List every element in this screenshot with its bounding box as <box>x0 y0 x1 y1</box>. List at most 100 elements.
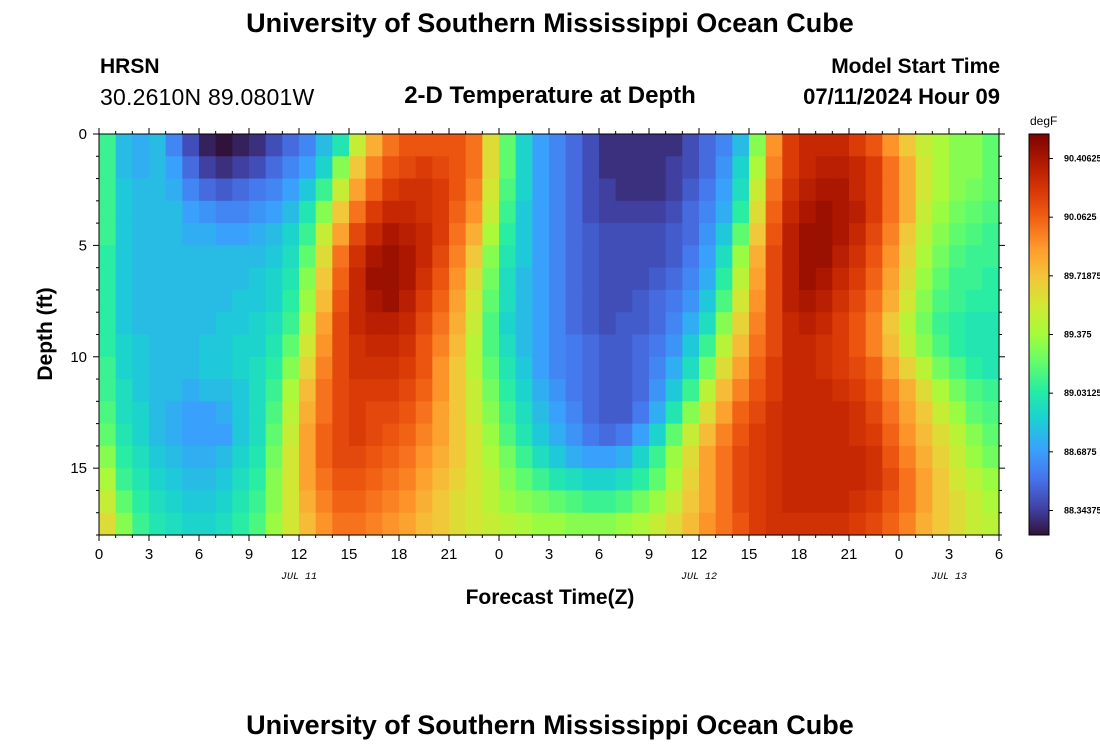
heatmap-cell <box>799 200 817 224</box>
heatmap-cell <box>649 334 667 358</box>
heatmap-cell <box>982 401 1000 425</box>
heatmap-cell <box>282 356 300 380</box>
heatmap-cell <box>582 423 600 447</box>
heatmap-cell <box>215 289 233 313</box>
heatmap-cell <box>882 512 900 536</box>
heatmap-cell <box>365 134 383 157</box>
heatmap-cell <box>532 200 550 224</box>
y-axis: 0 5 10 15 <box>70 126 1005 536</box>
heatmap-cell <box>915 245 933 269</box>
heatmap-cell <box>815 379 833 402</box>
heatmap-cell <box>632 200 650 224</box>
heatmap-cell <box>732 334 750 358</box>
heatmap-cell <box>282 490 300 514</box>
heatmap-cell <box>265 512 283 536</box>
heatmap-cell <box>265 245 283 269</box>
heatmap-cell <box>799 245 817 269</box>
heatmap-cell <box>432 245 450 269</box>
heatmap-cell <box>899 356 917 380</box>
heatmap-cell <box>515 312 533 336</box>
heatmap-cell <box>432 134 450 157</box>
heatmap-cell <box>832 379 850 402</box>
heatmap-cell <box>815 468 833 492</box>
heatmap-cell <box>765 156 783 180</box>
heatmap-cell <box>265 379 283 402</box>
heatmap-cell <box>449 512 467 536</box>
heatmap-cell <box>965 379 983 402</box>
heatmap-cell <box>232 490 250 514</box>
heatmap-cell <box>732 289 750 313</box>
heatmap-cell <box>265 178 283 202</box>
heatmap-cell <box>115 289 133 313</box>
model-start-value: 07/11/2024 Hour 09 <box>803 84 1000 109</box>
heatmap-cell <box>599 490 617 514</box>
heatmap-cell <box>982 245 1000 269</box>
heatmap-cell <box>665 134 683 157</box>
heatmap-cell <box>365 401 383 425</box>
heatmap-cell <box>149 445 167 469</box>
heatmap-cell <box>899 468 917 492</box>
heatmap-cell <box>682 334 700 358</box>
heatmap-cell <box>765 401 783 425</box>
heatmap-cell <box>915 178 933 202</box>
heatmap-cell <box>399 379 417 402</box>
y-tick-label: 10 <box>70 349 87 366</box>
heatmap-cell <box>665 178 683 202</box>
heatmap-cell <box>549 312 567 336</box>
heatmap-cell <box>749 423 767 447</box>
heatmap-cell <box>499 312 517 336</box>
heatmap-cell <box>132 178 150 202</box>
heatmap-cell <box>115 468 133 492</box>
heatmap-cell <box>749 200 767 224</box>
heatmap-cell <box>349 245 367 269</box>
heatmap-cell <box>365 156 383 180</box>
heatmap-cell <box>649 490 667 514</box>
heatmap-cell <box>299 223 317 246</box>
heatmap-cell <box>699 134 717 157</box>
heatmap-cell <box>832 178 850 202</box>
heatmap-cell <box>249 312 267 336</box>
heatmap-cell <box>265 200 283 224</box>
heatmap-cell <box>732 379 750 402</box>
heatmap-cell <box>832 445 850 469</box>
heatmap-cell <box>199 356 217 380</box>
heatmap-cell <box>332 200 350 224</box>
heatmap-cell <box>182 379 200 402</box>
heatmap-cell <box>449 334 467 358</box>
heatmap-cell <box>365 512 383 536</box>
heatmap-cell <box>732 156 750 180</box>
heatmap-cell <box>365 445 383 469</box>
heatmap-cell <box>582 289 600 313</box>
heatmap-cell <box>599 200 617 224</box>
x-tick-label: 3 <box>545 546 553 563</box>
heatmap-cell <box>99 423 117 447</box>
heatmap-cell <box>99 312 117 336</box>
heatmap-cell <box>382 445 400 469</box>
heatmap-cell <box>965 423 983 447</box>
heatmap-cell <box>815 156 833 180</box>
heatmap-cell <box>532 289 550 313</box>
heatmap-cell <box>299 490 317 514</box>
heatmap-cell <box>499 223 517 246</box>
heatmap-cell <box>265 289 283 313</box>
heatmap-cell <box>632 134 650 157</box>
heatmap-cell <box>965 445 983 469</box>
heatmap-cell <box>215 468 233 492</box>
heatmap-cell <box>582 223 600 246</box>
heatmap-cell <box>182 267 200 291</box>
heatmap-cell <box>799 512 817 536</box>
heatmap-cell <box>365 178 383 202</box>
heatmap-cell <box>199 512 217 536</box>
heatmap-cell <box>99 200 117 224</box>
heatmap-cell <box>349 468 367 492</box>
heatmap-cell <box>332 468 350 492</box>
heatmap-cell <box>899 512 917 536</box>
heatmap-cell <box>499 356 517 380</box>
heatmap-cell <box>849 223 867 246</box>
heatmap-cell <box>382 223 400 246</box>
heatmap-cell <box>332 423 350 447</box>
heatmap-cell <box>682 200 700 224</box>
heatmap-cell <box>299 401 317 425</box>
heatmap-cell <box>649 379 667 402</box>
heatmap-cell <box>199 223 217 246</box>
